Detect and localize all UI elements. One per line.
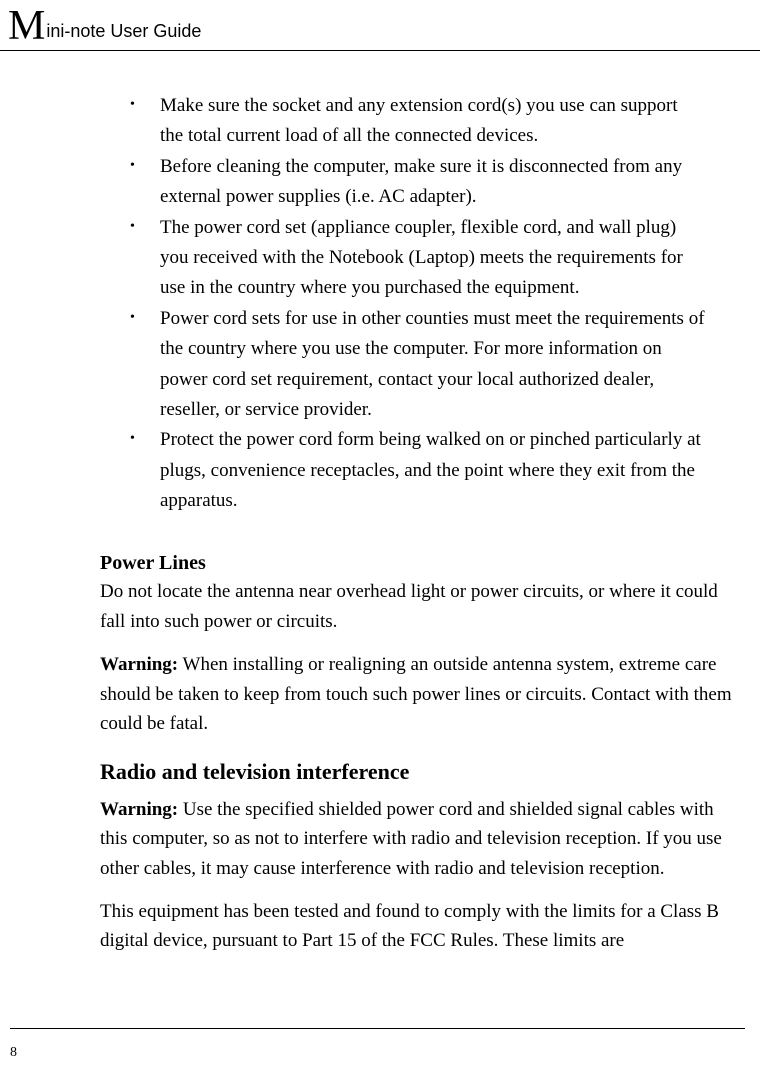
warning-label: Warning: (100, 654, 178, 675)
warning-label: Warning: (100, 799, 178, 820)
header-title-rest: ini-note User Guide (46, 21, 201, 42)
header-title-first-letter: M (8, 5, 45, 47)
power-lines-warning: Warning: When installing or realigning a… (100, 650, 745, 738)
power-lines-text: Do not locate the antenna near overhead … (100, 577, 745, 636)
radio-tv-heading: Radio and television interference (100, 759, 745, 785)
warning-text: When installing or realigning an outside… (100, 654, 732, 734)
power-lines-heading: Power Lines (100, 552, 745, 575)
radio-tv-body: This equipment has been tested and found… (100, 897, 745, 956)
footer-divider (10, 1028, 745, 1029)
list-item: The power cord set (appliance coupler, f… (130, 213, 745, 304)
page-header: M ini-note User Guide (0, 0, 760, 51)
page-content: Make sure the socket and any extension c… (0, 91, 760, 956)
list-item: Protect the power cord form being walked… (130, 425, 745, 516)
page-number: 8 (10, 1045, 17, 1061)
list-item: Before cleaning the computer, make sure … (130, 152, 745, 213)
warning-text: Use the specified shielded power cord an… (100, 799, 722, 879)
radio-tv-warning: Warning: Use the specified shielded powe… (100, 795, 745, 883)
list-item: Power cord sets for use in other countie… (130, 304, 745, 426)
safety-bullet-list: Make sure the socket and any extension c… (100, 91, 745, 516)
list-item: Make sure the socket and any extension c… (130, 91, 745, 152)
